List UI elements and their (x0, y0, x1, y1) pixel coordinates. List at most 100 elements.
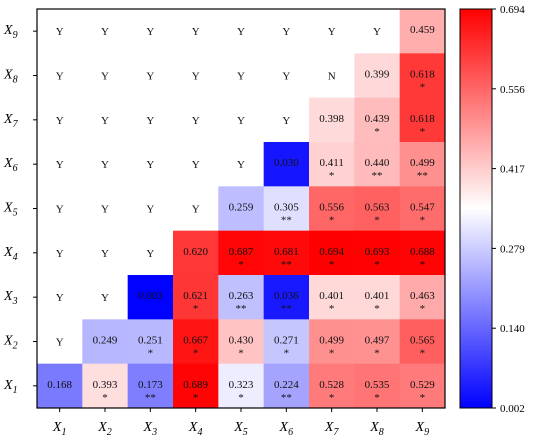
cell-value-label: 0.224 (274, 379, 299, 391)
tick-label-subscript: 1 (61, 427, 66, 438)
cell-value-label: 0.499 (319, 335, 344, 347)
tick-label-base: X (3, 289, 13, 304)
tick-label-base: X (3, 378, 13, 393)
cell-significance-label: * (329, 392, 335, 404)
cell-flag-label: Y (56, 337, 64, 349)
x-tick-label: X3 (143, 420, 158, 438)
cell-significance-label: * (420, 82, 426, 94)
cell-flag-label: Y (101, 159, 109, 171)
cell-value-label: 0.323 (229, 379, 254, 391)
cell-significance-label: * (420, 259, 426, 271)
colorbar-tick-label: 0.279 (500, 243, 525, 255)
y-tick-label: X7 (3, 112, 19, 130)
heatmap-cell (399, 142, 446, 187)
cell-value-label: 0.401 (319, 290, 344, 302)
cell-flag-label: Y (56, 115, 64, 127)
heatmap-cell (37, 363, 83, 409)
cell-value-label: 0.620 (183, 246, 208, 258)
heatmap-cell (354, 275, 401, 320)
cell-flag-label: Y (373, 26, 381, 38)
cell-significance-label: * (329, 170, 335, 182)
heatmap-cell (354, 142, 401, 187)
cell-value-label: 0.440 (365, 157, 390, 169)
cell-value-label: 0.305 (274, 202, 299, 214)
cell-flag-label: Y (237, 26, 245, 38)
cell-flag-label: Y (146, 159, 154, 171)
x-axis-ticks: X1 X2 X3 X4 X5 X6 X7 X8 X9 (52, 408, 429, 438)
heatmap-cell (399, 9, 446, 54)
heatmap-cell (127, 275, 174, 320)
heatmap-cell (309, 319, 355, 365)
tick-label-subscript: 8 (379, 427, 384, 438)
cell-flag-label: Y (101, 71, 109, 83)
cell-significance-label: * (420, 303, 426, 315)
heatmap-cell (263, 186, 310, 232)
cell-significance-label: * (374, 392, 380, 404)
cell-significance-label: * (420, 348, 426, 360)
cell-significance-label: * (329, 303, 335, 315)
tick-label-base: X (52, 420, 62, 435)
cell-value-label: 0.030 (274, 157, 299, 169)
heatmap-cell (354, 363, 401, 409)
colorbar-tick-label: 0.417 (500, 164, 525, 176)
heatmap-cell (399, 275, 446, 320)
y-tick-label: X9 (3, 23, 18, 41)
cell-value-label: 0.271 (274, 335, 299, 347)
cell-significance-label: * (420, 392, 426, 404)
cell-flag-label: Y (146, 115, 154, 127)
cell-significance-label: * (329, 348, 335, 360)
cell-value-label: 0.687 (229, 246, 254, 258)
heatmap-cell (309, 230, 355, 276)
cell-flag-label: Y (237, 71, 245, 83)
colorbar-tick-label: 0.140 (500, 323, 525, 335)
cell-value-label: 0.621 (183, 290, 208, 302)
cell-flag-label: Y (146, 248, 154, 260)
cell-significance-label: * (374, 126, 380, 138)
heatmap-cell (309, 186, 355, 232)
cell-value-label: 0.528 (319, 379, 344, 391)
cell-flag-label: Y (192, 159, 200, 171)
heatmap-cell (263, 319, 310, 365)
heatmap-cell (127, 319, 174, 365)
heatmap-cell (218, 319, 265, 365)
tick-label-base: X (3, 334, 13, 349)
y-tick-label: X8 (3, 68, 18, 86)
cell-significance-label: ** (417, 170, 428, 182)
cell-value-label: 0.411 (319, 157, 343, 169)
cell-value-label: 0.393 (93, 379, 118, 391)
cell-flag-label: Y (282, 26, 290, 38)
cell-significance-label: * (374, 303, 380, 315)
cell-value-label: 0.168 (47, 379, 72, 391)
cell-flag-label: Y (237, 159, 245, 171)
cell-value-label: 0.667 (183, 335, 208, 347)
tick-label-subscript: 8 (13, 75, 18, 86)
x-tick-label: X2 (97, 420, 112, 438)
cell-value-label: 0.398 (319, 113, 344, 125)
y-tick-label: X6 (3, 156, 18, 174)
cell-value-label: 0.401 (365, 290, 390, 302)
cell-value-label: 0.249 (93, 335, 118, 347)
heatmap-cell (309, 275, 355, 320)
tick-label-subscript: 1 (13, 385, 18, 396)
cell-value-label: 0.563 (365, 202, 390, 214)
y-tick-label: X3 (3, 289, 18, 307)
x-tick-label: X7 (324, 420, 340, 438)
heatmap-cell (263, 230, 310, 276)
tick-label-base: X (324, 420, 334, 435)
cell-flag-label: Y (237, 115, 245, 127)
cell-significance-label: * (238, 259, 244, 271)
tick-label-subscript: 6 (13, 163, 18, 174)
cell-significance-label: * (420, 215, 426, 227)
cell-significance-label: * (193, 392, 199, 404)
heatmap-cell (218, 230, 265, 276)
cell-value-label: 0.565 (410, 335, 435, 347)
tick-label-base: X (3, 245, 13, 260)
heatmap-cell (399, 230, 446, 276)
x-tick-label: X5 (233, 420, 248, 438)
tick-label-subscript: 3 (12, 296, 18, 307)
tick-label-subscript: 2 (13, 341, 18, 352)
heatmap-cell (399, 186, 446, 232)
cell-value-label: 0.259 (229, 202, 254, 214)
